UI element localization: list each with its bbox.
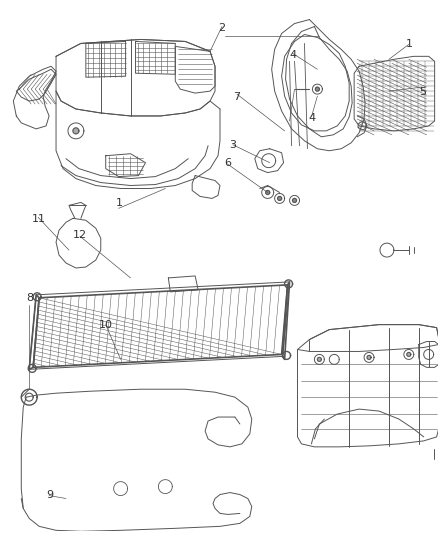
Polygon shape	[277, 197, 281, 200]
Polygon shape	[314, 87, 318, 91]
Polygon shape	[292, 198, 296, 203]
Text: 4: 4	[308, 113, 315, 123]
Text: 1: 1	[405, 39, 412, 49]
Polygon shape	[406, 352, 410, 357]
Text: 7: 7	[233, 92, 240, 102]
Text: 1: 1	[115, 198, 122, 208]
Polygon shape	[265, 190, 269, 195]
Polygon shape	[366, 356, 370, 359]
Text: 2: 2	[218, 23, 225, 33]
Text: 4: 4	[289, 50, 296, 60]
Text: 5: 5	[418, 87, 425, 96]
Text: 6: 6	[223, 158, 230, 168]
Polygon shape	[317, 358, 321, 361]
Text: 11: 11	[32, 214, 46, 224]
Text: 3: 3	[229, 140, 236, 150]
Text: 12: 12	[73, 230, 87, 240]
Polygon shape	[73, 128, 79, 134]
Text: 10: 10	[99, 320, 113, 330]
Text: 9: 9	[46, 490, 53, 500]
Text: 8: 8	[26, 293, 33, 303]
